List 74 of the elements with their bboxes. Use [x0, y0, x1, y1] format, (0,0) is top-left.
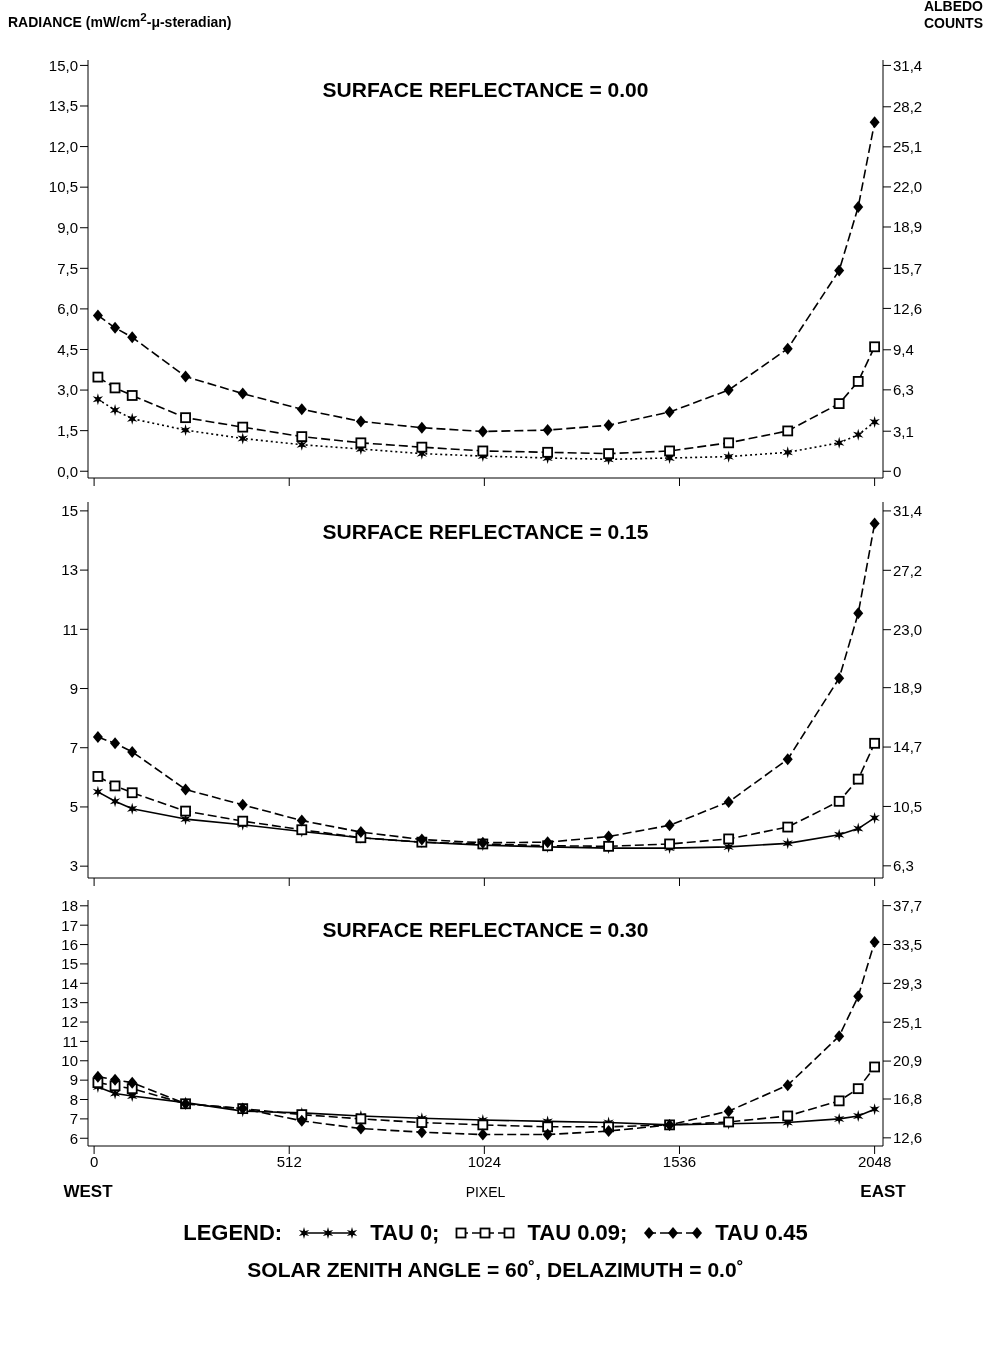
y-tick-label: 9 [69, 679, 78, 697]
legend-label: TAU 0; [370, 1220, 440, 1246]
y-tick-label: 3 [69, 857, 78, 875]
y-tick-label: 15 [61, 502, 78, 520]
y-tick-label: 12,0 [48, 137, 78, 155]
y-tick-label: 5 [69, 798, 78, 816]
y2-tick-label: 25,1 [893, 1013, 923, 1031]
y-tick-label: 3,0 [57, 381, 78, 399]
y2-tick-label: 6,3 [893, 381, 914, 399]
y2-tick-label: 29,3 [893, 974, 923, 992]
y2-tick-label: 23,0 [893, 621, 923, 639]
y2-tick-label: 37,7 [893, 896, 923, 914]
y2-tick-label: 0 [893, 462, 902, 480]
x-tick-label: 0 [89, 1152, 99, 1170]
y2-tick-label: 20,9 [893, 1052, 923, 1070]
x-tick-label: 1024 [467, 1152, 502, 1170]
legend-label: TAU 0.09; [527, 1220, 628, 1246]
y2-tick-label: 22,0 [893, 178, 923, 196]
text: SURFACE REFLECTANCE = 0.30 [322, 918, 649, 941]
y-tick-label: 13 [61, 561, 78, 579]
y-tick-label: 10,5 [48, 178, 78, 196]
y-axis-title: RADIANCE (mW/cm$^{2}$-μ-steradian) [8, 10, 232, 30]
y-tick-label: 10 [61, 1052, 78, 1070]
y-tick-label: 1,5 [57, 421, 78, 439]
y-tick-label: 8 [69, 1090, 78, 1108]
y-tick-label: 7 [69, 739, 78, 757]
y2-tick-label: 10,5 [893, 797, 923, 815]
y-tick-label: 18 [61, 897, 78, 915]
y2-tick-label: 31,4 [893, 502, 923, 520]
legend-title: LEGEND: [183, 1220, 283, 1246]
y-tick-label: 9,0 [57, 219, 78, 237]
x-tick-label: 1536 [662, 1152, 697, 1170]
y2-tick-label: 25,1 [893, 138, 923, 156]
x-tick-label: 2048 [857, 1152, 892, 1170]
y2-tick-label: 18,9 [893, 218, 923, 236]
y-tick-label: 7 [69, 1110, 78, 1128]
y2-tick-label: 15,7 [893, 259, 923, 277]
y2-tick-label: 16,8 [893, 1090, 923, 1108]
x-tick-label: 512 [276, 1152, 302, 1170]
y-tick-label: 4,5 [57, 340, 78, 358]
y2-tick-label: 27,2 [893, 561, 923, 579]
y-tick-label: 9 [69, 1071, 78, 1089]
y2-tick-label: 9,4 [893, 341, 914, 359]
text: WEST [63, 1182, 113, 1202]
y2-tick-label: 3,1 [893, 422, 914, 440]
y2-tick-label: 18,9 [893, 678, 923, 696]
y2-tick-label: 33,5 [893, 935, 923, 953]
y-tick-label: 11 [62, 620, 78, 638]
text: SURFACE REFLECTANCE = 0.00 [322, 78, 649, 101]
text: SOLAR ZENITH ANGLE = 60˚, DELAZIMUTH = 0.0˚ [246, 1258, 745, 1282]
y-tick-label: 13,5 [48, 97, 78, 115]
y-tick-label: 6,0 [57, 300, 78, 318]
y-tick-label: 12 [61, 1013, 78, 1031]
y-tick-label: 15,0 [48, 56, 78, 74]
y2-tick-label: 12,6 [893, 299, 923, 317]
y-tick-label: 6 [69, 1129, 78, 1147]
y-tick-label: 7,5 [57, 259, 78, 277]
y2-tick-label: 31,4 [893, 56, 923, 74]
legend-label: TAU 0.45 [715, 1220, 808, 1246]
y2-tick-label: 28,2 [893, 98, 923, 116]
text: SURFACE REFLECTANCE = 0.15 [322, 520, 649, 543]
y2-tick-label: 14,7 [893, 738, 923, 756]
x-axis-title: PIXEL [465, 1184, 506, 1200]
y-tick-label: 15 [61, 955, 78, 973]
y-tick-label: 16 [61, 935, 78, 953]
y-tick-label: 14 [61, 974, 78, 992]
y2-tick-label: 12,6 [893, 1129, 923, 1147]
y-tick-label: 13 [61, 993, 78, 1011]
text: EAST [860, 1182, 906, 1202]
y2-axis-title: ALBEDO COUNTS [922, 0, 983, 32]
y-tick-label: 0,0 [57, 462, 78, 480]
y-tick-label: 17 [61, 916, 78, 934]
y2-tick-label: 6,3 [893, 857, 914, 875]
y-tick-label: 11 [62, 1032, 78, 1050]
